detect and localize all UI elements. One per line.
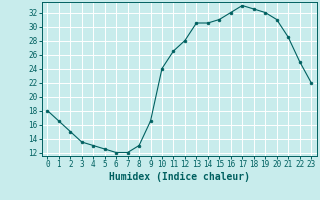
- X-axis label: Humidex (Indice chaleur): Humidex (Indice chaleur): [109, 172, 250, 182]
